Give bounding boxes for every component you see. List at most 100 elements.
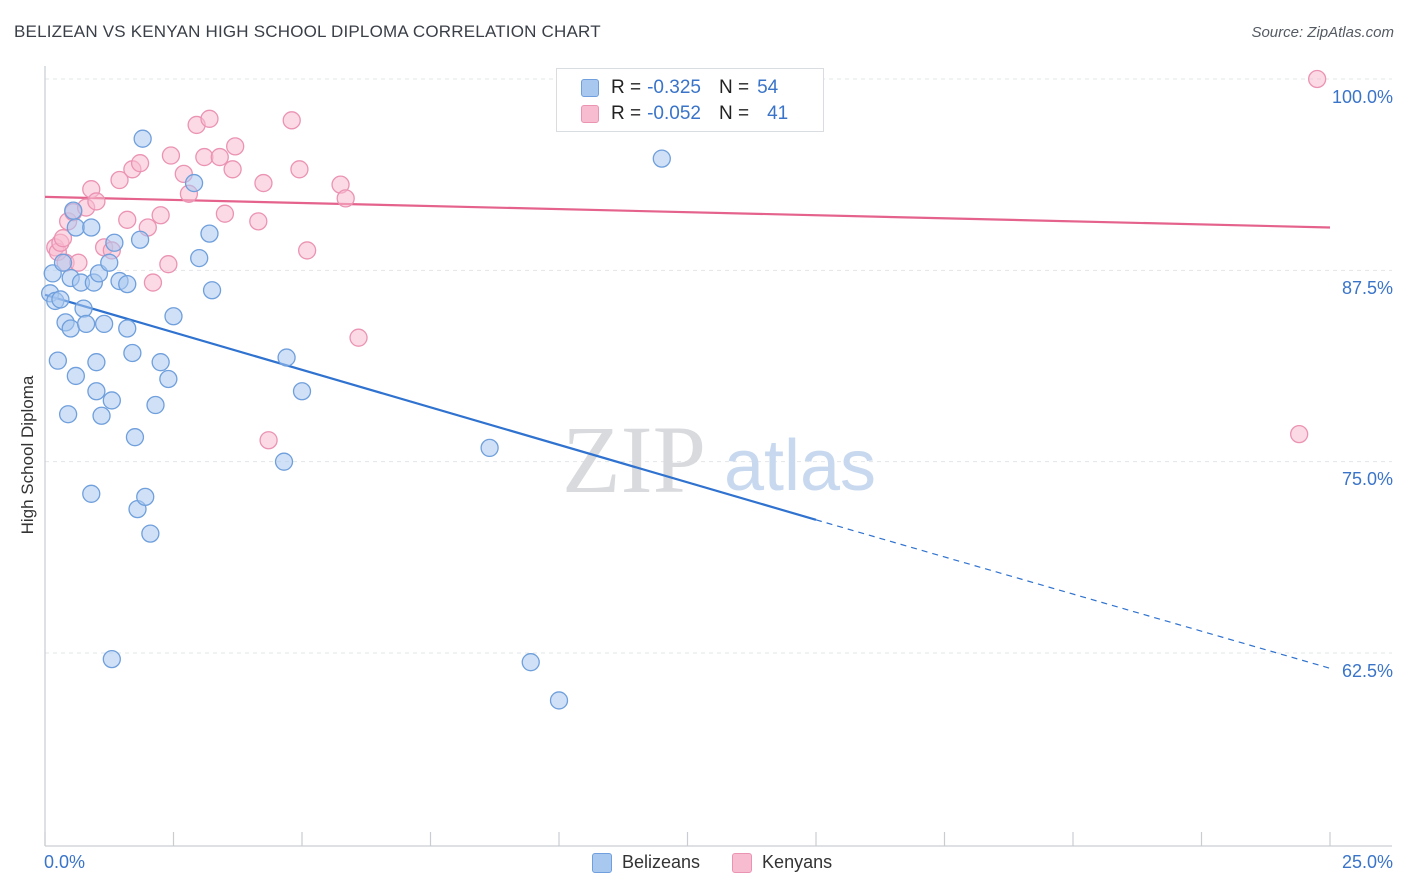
belizean-point (87, 353, 106, 372)
belizean-point (58, 405, 78, 424)
belizean-point (146, 395, 165, 415)
y-tick-62-5: 62.5% (1341, 661, 1393, 681)
belizean-point (61, 319, 80, 338)
belizean-point (190, 248, 209, 268)
belizean-point (184, 173, 204, 193)
kenyan-point (1308, 69, 1327, 89)
belizean-point (123, 343, 142, 363)
kenyans-legend-label: Kenyans (762, 852, 833, 872)
r-value: -0.052 (647, 103, 701, 124)
belizean-point (94, 314, 114, 334)
kenyan-point (297, 241, 317, 260)
kenyan-point (249, 212, 268, 231)
belizean-trend-line-solid (44, 293, 817, 521)
belizean-point (151, 353, 170, 372)
belizean-point (48, 351, 67, 370)
kenyan-point (1290, 424, 1309, 444)
belizeans-legend-label: Belizeans (622, 852, 701, 872)
watermark-atlas: atlas (724, 426, 876, 506)
kenyans-swatch (581, 105, 599, 123)
belizean-point (141, 524, 160, 543)
belizean-point (51, 290, 70, 309)
kenyan-point (69, 253, 88, 272)
belizean-point (521, 653, 540, 672)
axes (44, 66, 1392, 847)
belizean-point (53, 253, 73, 272)
belizean-point (200, 224, 219, 243)
kenyan-point (254, 173, 273, 193)
kenyan-point (210, 147, 229, 167)
belizean-point (125, 428, 145, 447)
belizean-point (202, 281, 222, 300)
n-value: 54 (757, 77, 779, 98)
kenyan-point (259, 431, 278, 450)
kenyan-point (215, 204, 235, 223)
belizean-point (274, 452, 294, 471)
kenyan-point (159, 255, 178, 274)
kenyan-point (195, 147, 214, 167)
grid-lines (45, 78, 1392, 654)
kenyan-point (223, 160, 242, 179)
correlation-legend: R = -0.325 N = 54 R = -0.052 N = 41 (556, 68, 824, 132)
belizean-trend-line-dashed (815, 519, 1331, 669)
kenyan-point (161, 146, 181, 165)
kenyan-point (87, 192, 106, 211)
belizean-point (136, 487, 155, 507)
belizean-point (159, 369, 178, 389)
belizean-point (277, 348, 296, 367)
belizean-point (133, 129, 152, 148)
belizean-point (652, 149, 671, 168)
series-legend: Belizeans Kenyans (592, 852, 864, 873)
n-value: 41 (767, 103, 789, 124)
belizean-point (87, 382, 106, 401)
r-value: -0.325 (647, 77, 701, 98)
y-tick-100: 100.0% (1331, 87, 1393, 107)
r-label: R = (611, 103, 642, 124)
belizean-point (105, 233, 124, 252)
kenyan-trend-line (44, 195, 1331, 229)
belizean-point (118, 319, 137, 338)
kenyan-point (349, 328, 368, 347)
chart-title: BELIZEAN VS KENYAN HIGH SCHOOL DIPLOMA C… (14, 22, 601, 41)
belizean-point (100, 253, 119, 272)
belizean-point (74, 299, 93, 318)
kenyan-point (143, 273, 163, 292)
kenyan-point (200, 109, 219, 128)
belizean-point (118, 274, 137, 294)
belizeans-legend-swatch (592, 852, 612, 873)
x-tick-min: 0.0% (44, 852, 86, 872)
kenyan-point (118, 210, 137, 229)
belizean-point (549, 691, 569, 710)
belizeans-swatch (581, 79, 599, 97)
r-label: R = (611, 77, 642, 98)
source-label: Source: ZipAtlas.com (1251, 24, 1394, 41)
kenyan-point (226, 137, 245, 156)
y-tick-75: 75.0% (1341, 469, 1393, 489)
legend-item-kenyans[interactable]: Kenyans (732, 852, 832, 873)
belizean-point (102, 649, 121, 669)
belizean-point (480, 438, 499, 458)
legend-item-belizeans[interactable]: Belizeans (592, 852, 700, 873)
x-tick-max: 25.0% (1341, 852, 1393, 872)
y-axis-label: High School Diploma (18, 375, 37, 535)
belizean-point (82, 484, 101, 503)
belizean-point (164, 307, 183, 326)
kenyan-point (151, 206, 170, 225)
belizean-point (130, 230, 150, 249)
kenyan-point (290, 160, 309, 179)
belizean-point (76, 314, 96, 334)
kenyan-point (53, 229, 73, 248)
watermark-zip: ZIP (562, 406, 706, 513)
n-label: N = (718, 103, 750, 124)
belizean-point (66, 218, 85, 237)
belizean-point (92, 406, 111, 425)
kenyan-point (336, 189, 355, 208)
kenyan-point (130, 154, 150, 173)
belizean-point (66, 366, 85, 386)
kenyans-legend-swatch (732, 852, 753, 873)
belizean-point (292, 382, 312, 401)
belizean-point (64, 201, 83, 220)
kenyan-point (110, 170, 129, 190)
legend-row-belizeans: R = -0.325 N = 54 (581, 75, 778, 101)
